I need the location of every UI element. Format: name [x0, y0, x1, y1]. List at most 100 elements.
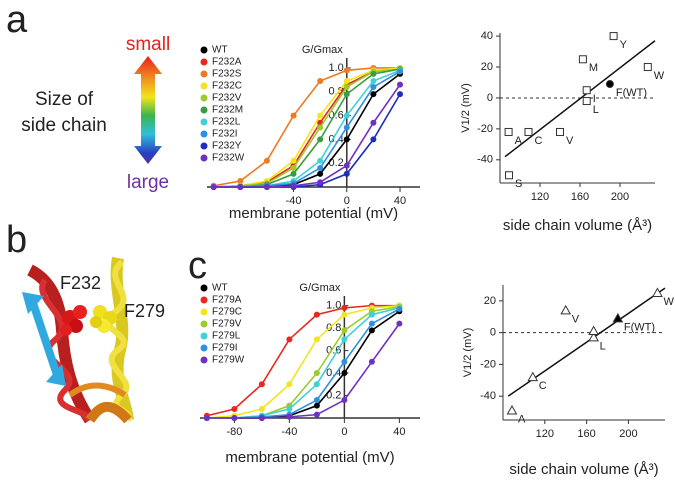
x-tick-label: 160 — [571, 191, 589, 203]
data-point — [560, 304, 572, 315]
data-point — [290, 157, 297, 164]
gv-curve — [213, 84, 401, 188]
data-point — [317, 170, 324, 177]
data-point — [396, 305, 403, 312]
data-point — [370, 91, 377, 98]
data-point — [343, 112, 350, 119]
y-tick-label: -20 — [477, 123, 493, 135]
x-axis-label: side chain volume (Å³) — [503, 217, 652, 234]
data-point — [368, 320, 375, 327]
data-point — [582, 97, 591, 106]
y-tick-label: 20 — [484, 295, 496, 307]
x-tick-label: 40 — [393, 426, 405, 438]
point-label: I — [593, 93, 596, 105]
point-label: L — [600, 340, 606, 352]
scale-bottom: large — [127, 172, 169, 193]
x-tick-label: 200 — [611, 191, 629, 203]
data-point — [505, 171, 513, 180]
data-point — [397, 91, 404, 98]
legend-label: F232V — [212, 93, 242, 104]
data-point — [506, 404, 518, 415]
residue-label: F279 — [124, 301, 165, 321]
legend-label: F279W — [212, 355, 245, 366]
legend-marker — [200, 308, 208, 316]
size-arrow — [134, 56, 162, 164]
data-point — [341, 358, 348, 365]
gv-curve — [206, 323, 401, 419]
legend-marker — [200, 296, 208, 304]
data-point — [397, 68, 404, 75]
legend-marker — [200, 284, 208, 292]
gv-curve — [213, 68, 401, 188]
legend-marker — [200, 142, 208, 150]
data-point — [290, 112, 297, 119]
y-tick-label: 40 — [481, 30, 493, 42]
point-label: L — [593, 104, 599, 116]
point-label: V — [572, 313, 580, 325]
x-axis-label: side chain volume (Å³) — [509, 461, 658, 478]
y-tick-label: 1.0 — [326, 300, 341, 312]
chart-title: G/Gmax — [299, 282, 340, 294]
data-point — [341, 304, 348, 311]
legend-marker — [200, 356, 208, 364]
legend-marker — [200, 82, 208, 90]
legend-label: F279V — [212, 319, 242, 330]
fit-line — [504, 40, 656, 158]
legend-label: F279L — [212, 331, 241, 342]
legend-label: F232I — [212, 129, 238, 140]
residue-label: F232 — [60, 273, 101, 293]
point-label: S — [515, 178, 522, 190]
data-point — [370, 70, 377, 77]
x-tick-label: 160 — [577, 428, 595, 440]
data-point — [258, 406, 265, 413]
data-point — [343, 91, 350, 98]
y-tick-label: 1.0 — [328, 62, 343, 74]
data-point — [317, 179, 324, 186]
data-point — [368, 327, 375, 334]
data-point — [231, 406, 238, 413]
legend-label: F232A — [212, 57, 242, 68]
data-point — [263, 157, 270, 164]
legend-label: F279C — [212, 307, 242, 318]
point-label: F(WT) — [616, 87, 647, 99]
data-point — [368, 311, 375, 318]
panel-label: c — [188, 245, 207, 287]
data-point — [370, 78, 377, 85]
legend-marker — [200, 46, 208, 54]
y-tick-label: 0 — [490, 327, 496, 339]
legend-label: F279A — [212, 295, 242, 306]
x-tick-label: 0 — [341, 426, 347, 438]
data-point — [237, 178, 244, 185]
data-point — [612, 312, 624, 323]
data-point — [343, 170, 350, 177]
legend-marker — [200, 344, 208, 352]
data-point — [341, 336, 348, 343]
data-point — [290, 182, 297, 189]
data-point — [313, 402, 320, 409]
data-point — [582, 86, 591, 95]
data-point — [317, 136, 324, 143]
point-label: V — [566, 135, 574, 147]
data-point — [556, 127, 564, 136]
x-tick-label: -40 — [281, 426, 297, 438]
data-point — [370, 84, 377, 90]
x-tick-label: -40 — [286, 195, 302, 207]
data-point — [317, 164, 324, 171]
data-point — [317, 124, 324, 131]
panel-label: a — [6, 0, 28, 41]
legend-label: F232M — [212, 105, 243, 116]
point-label: C — [539, 380, 547, 392]
data-point — [370, 136, 377, 143]
data-point — [343, 67, 350, 74]
data-point — [643, 63, 652, 72]
data-point — [317, 157, 324, 164]
data-point — [527, 371, 539, 382]
y-tick-label: -20 — [480, 358, 496, 370]
data-point — [290, 164, 297, 171]
chart-title: G/Gmax — [302, 44, 343, 56]
point-label: W — [654, 70, 665, 82]
x-axis-label: membrane potential (mV) — [225, 449, 394, 466]
point-label: M — [589, 62, 598, 74]
data-point — [370, 119, 377, 126]
